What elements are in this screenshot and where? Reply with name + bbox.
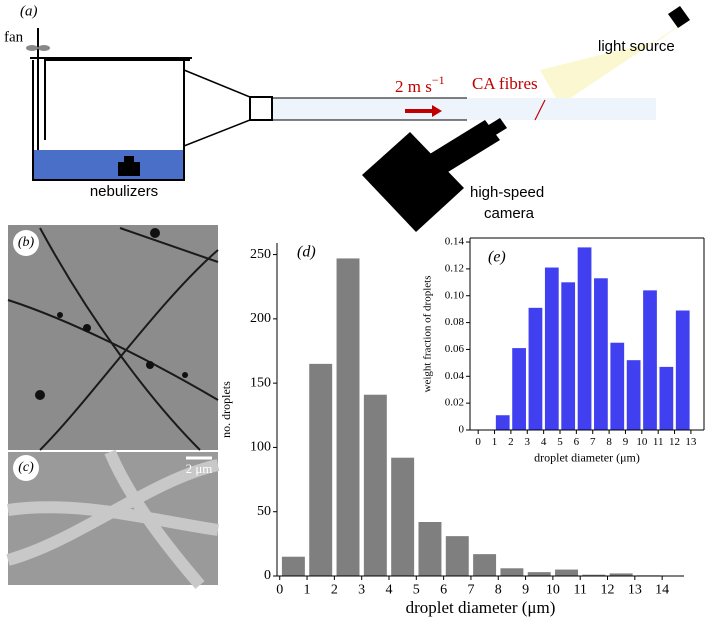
bar (610, 342, 625, 430)
light-beam (540, 22, 684, 105)
x-tick-label: 9 (623, 436, 629, 448)
x-axis-label: droplet diameter (μm) (406, 598, 556, 617)
bar (643, 290, 657, 430)
x-tick-label: 1 (492, 436, 498, 448)
bar (363, 394, 387, 576)
x-tick-label: 2 (508, 436, 514, 448)
y-tick-label: 200 (250, 311, 271, 326)
y-tick-label: 0.10 (445, 289, 465, 301)
bar (544, 267, 559, 430)
x-tick-label: 11 (573, 583, 586, 598)
x-tick-label: 7 (467, 583, 474, 598)
photo-b (8, 225, 218, 450)
camera-label: camera (484, 205, 535, 222)
speed-sup: −1 (432, 73, 445, 87)
bar (577, 247, 592, 430)
speed-text: 2 m s (395, 77, 432, 96)
x-tick-label: 4 (385, 583, 392, 598)
x-tick-label: 14 (655, 583, 669, 598)
fibres-label: CA fibres (472, 74, 538, 93)
bar (445, 536, 469, 576)
x-tick-label: 4 (541, 436, 547, 448)
x-tick-label: 13 (685, 436, 697, 448)
x-tick-label: 6 (574, 436, 580, 448)
fibre-region (272, 98, 656, 120)
bar (512, 348, 526, 430)
bar (659, 366, 674, 430)
bar (500, 568, 524, 576)
y-tick-label: 0 (459, 424, 465, 436)
bar (561, 282, 576, 430)
panel-label: (c) (18, 460, 34, 475)
bar (675, 310, 690, 430)
x-tick-label: 9 (522, 583, 529, 598)
y-tick-label: 100 (250, 440, 271, 455)
bar (582, 574, 606, 576)
bar (391, 457, 415, 576)
panel-label: (e) (488, 249, 506, 266)
bar (594, 278, 608, 430)
x-tick-label: 5 (413, 583, 420, 598)
x-tick-label: 12 (669, 436, 680, 448)
bar (626, 360, 641, 430)
y-tick-label: 150 (250, 375, 271, 390)
y-tick-label: 0.14 (445, 236, 465, 248)
x-tick-label: 0 (276, 583, 283, 598)
light-label: light source (598, 38, 675, 55)
y-tick-label: 0.12 (445, 262, 464, 274)
x-tick-label: 0 (475, 436, 481, 448)
panel-label: (d) (297, 244, 316, 261)
x-tick-label: 7 (590, 436, 596, 448)
x-tick-label: 12 (601, 583, 615, 598)
bar (495, 415, 510, 430)
y-tick-label: 0.02 (445, 397, 464, 409)
x-tick-label: 2 (331, 583, 338, 598)
x-tick-label: 10 (546, 583, 560, 598)
fan-label: fan (4, 29, 24, 45)
x-tick-label: 8 (606, 436, 612, 448)
panel-label: (a) (20, 3, 38, 19)
x-tick-label: 3 (525, 436, 531, 448)
bar (609, 573, 633, 576)
y-tick-label: 0.04 (445, 370, 465, 382)
bar (281, 556, 305, 576)
y-tick-label: 0.08 (445, 316, 465, 328)
bar (473, 554, 497, 576)
bar (527, 572, 551, 576)
photos: 2 μm (b) (c) (6, 225, 220, 589)
y-axis-label: weight fraction of droplets (422, 276, 434, 393)
bar (528, 307, 543, 430)
bar (418, 522, 442, 576)
bar (555, 569, 579, 576)
bar (309, 363, 333, 576)
y-tick-label: 250 (250, 247, 271, 262)
bar (336, 258, 360, 576)
nebulizers-label: nebulizers (90, 183, 158, 200)
speed-label: 2 m s−1 (395, 73, 445, 96)
y-tick-label: 50 (257, 504, 271, 519)
diagram: (a) fan nebulizers 2 m s−1 CA fibres lig… (4, 3, 690, 232)
x-tick-label: 8 (495, 583, 502, 598)
panel-label: (b) (18, 235, 35, 250)
x-tick-label: 3 (358, 583, 365, 598)
x-tick-label: 1 (304, 583, 311, 598)
x-tick-label: 10 (636, 436, 648, 448)
x-axis-label: droplet diameter (μm) (534, 450, 640, 464)
y-axis-label: no. droplets (219, 381, 233, 438)
x-tick-label: 11 (653, 436, 664, 448)
x-tick-label: 13 (628, 583, 642, 598)
y-tick-label: 0.06 (445, 343, 465, 355)
charts: 0 1 2 3 4 5 6 7 8 9 10 11 12 13 14050100150200250dropl… (219, 232, 707, 617)
camera-label: high-speed (470, 184, 544, 201)
scale-label: 2 μm (186, 461, 213, 476)
x-tick-label: 6 (440, 583, 447, 598)
y-tick-label: 0 (264, 568, 271, 583)
x-tick-label: 5 (557, 436, 563, 448)
